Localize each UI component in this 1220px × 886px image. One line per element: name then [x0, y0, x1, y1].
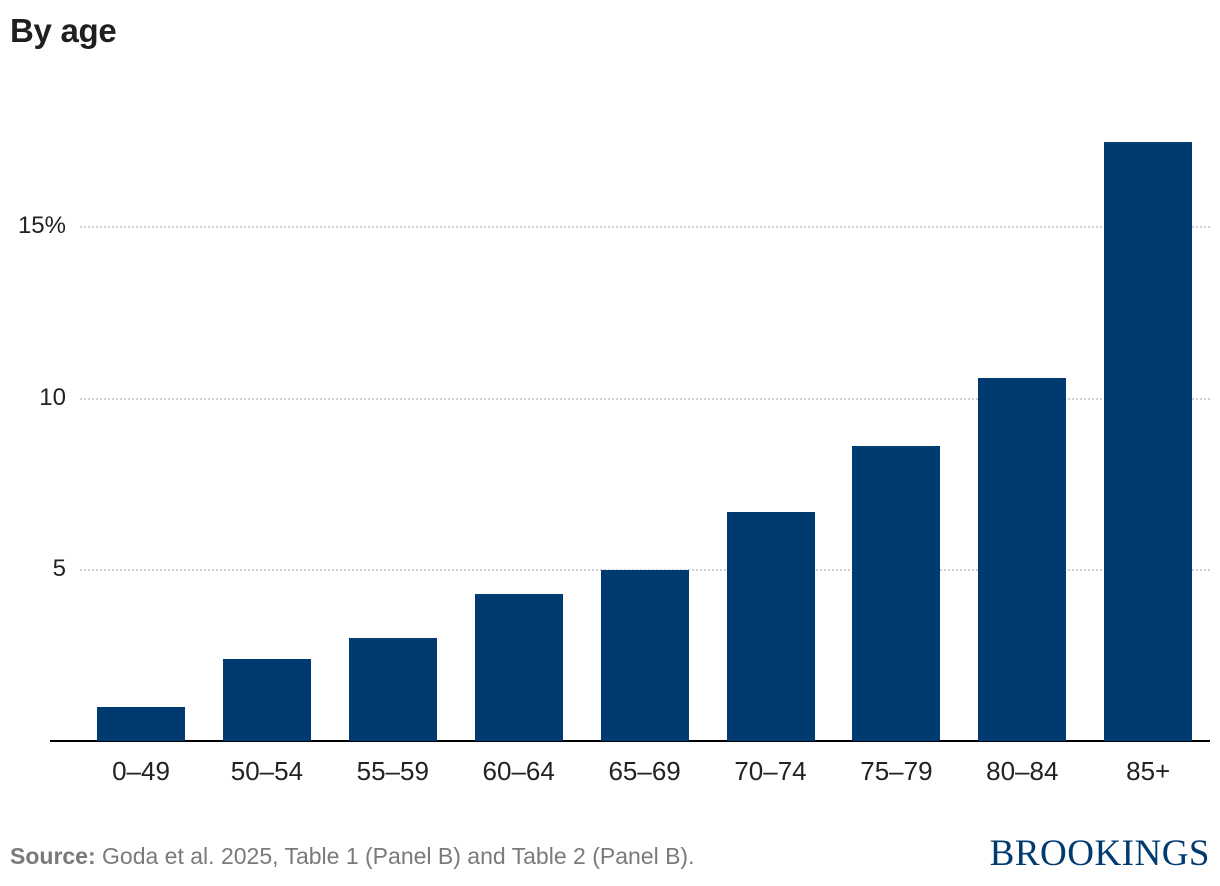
bar: [348, 638, 437, 741]
x-tick-label: 50–54: [230, 756, 304, 786]
bar: [474, 593, 563, 741]
gridline: [80, 226, 1210, 229]
bar: [97, 706, 185, 741]
bar: [1104, 141, 1193, 741]
x-tick-label: 85+: [1126, 756, 1171, 786]
x-axis-line: [50, 740, 1210, 742]
bar: [978, 377, 1067, 741]
x-tick-label: 55–59: [356, 756, 429, 786]
source-text: Goda et al. 2025, Table 1 (Panel B) and …: [95, 843, 695, 869]
brookings-logo: BROOKINGS: [989, 833, 1210, 874]
source-note: Source: Goda et al. 2025, Table 1 (Panel…: [10, 843, 694, 870]
bar: [222, 658, 311, 741]
x-tick-label: 75–79: [860, 756, 933, 786]
x-tick-label: 70–74: [734, 756, 807, 786]
x-tick-label: 80–84: [986, 756, 1059, 786]
bar: [600, 569, 689, 741]
y-tick-label: 10: [39, 383, 66, 411]
y-tick-label: 5: [52, 554, 66, 582]
bar: [852, 446, 941, 741]
gridline: [80, 397, 1210, 400]
x-tick-label: 0–49: [112, 756, 170, 786]
source-label: Source:: [10, 843, 96, 869]
bar: [726, 511, 815, 741]
chart-title: By age: [10, 12, 117, 49]
x-tick-label: 60–64: [482, 756, 555, 786]
y-tick-label: 15%: [17, 212, 66, 240]
x-tick-label: 65–69: [608, 756, 681, 786]
